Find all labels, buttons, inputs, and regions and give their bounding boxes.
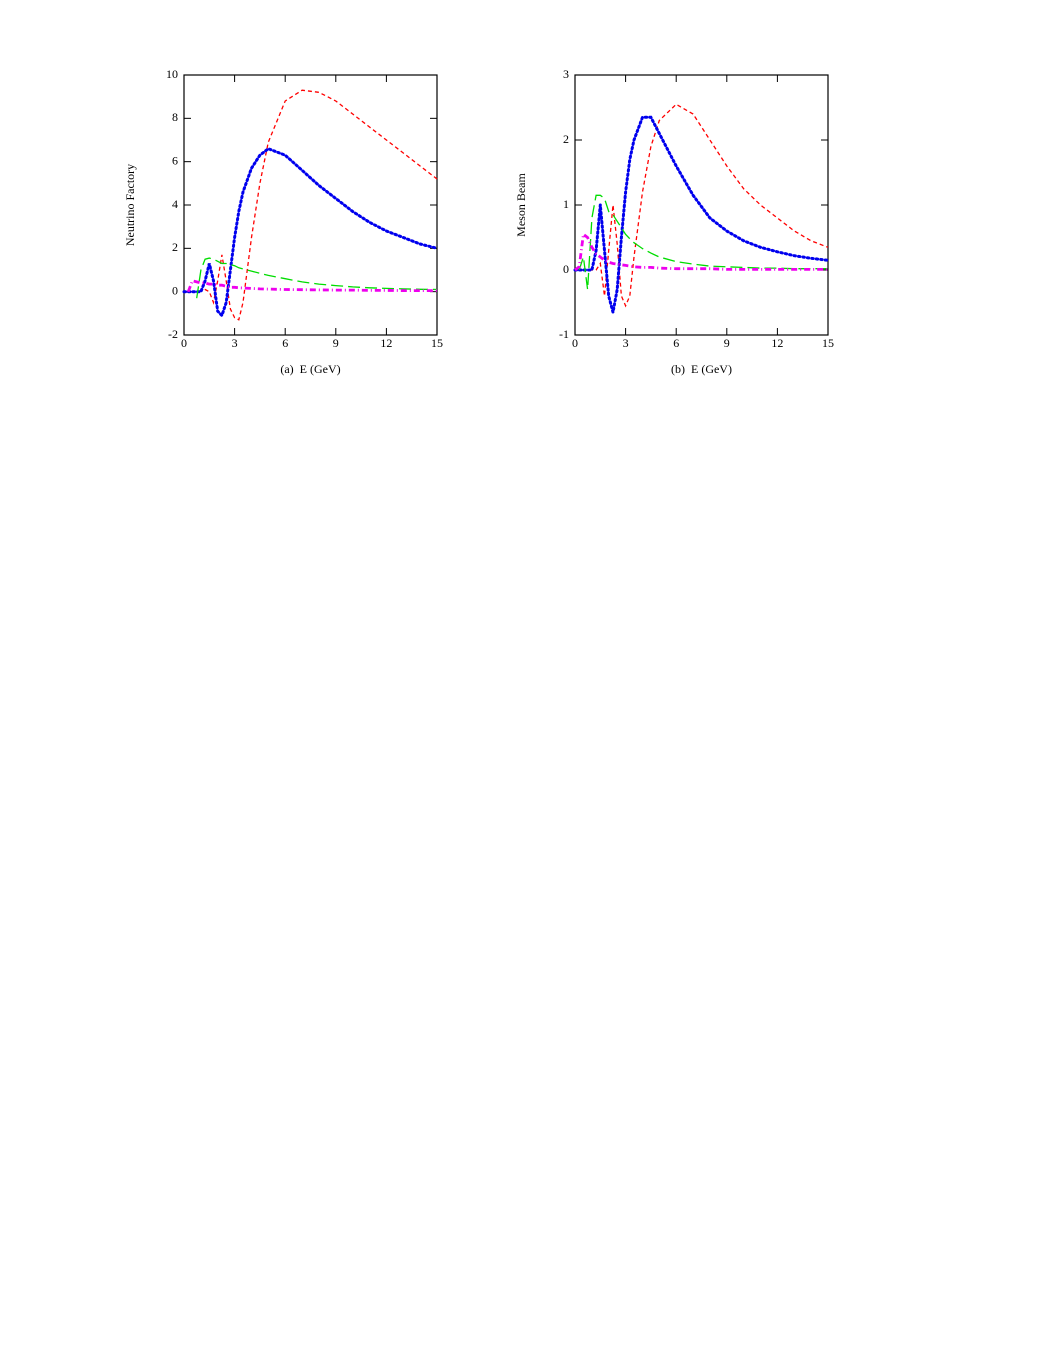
y-tick-label: 10: [166, 67, 178, 81]
y-tick-label: 3: [563, 67, 569, 81]
x-tick-label: 15: [431, 336, 443, 350]
series-line: [574, 231, 828, 272]
series-line: [182, 146, 439, 319]
y-tick-label: 2: [563, 132, 569, 146]
y-axis-label: Neutrino Factory: [123, 164, 137, 246]
y-tick-label: 0: [563, 262, 569, 276]
x-tick-label: 9: [724, 336, 730, 350]
x-tick-label: 0: [572, 336, 578, 350]
y-tick-label: -2: [168, 327, 178, 341]
y-tick-label: 8: [172, 110, 178, 124]
plot-frame: [183, 74, 438, 336]
y-tick-label: 4: [172, 197, 178, 211]
series-line: [196, 257, 438, 299]
x-tick-label: 15: [822, 336, 834, 350]
x-tick-label: 6: [673, 336, 679, 350]
y-tick-label: 2: [172, 240, 178, 254]
series-line: [184, 89, 438, 321]
x-axis-label: (a) E (GeV): [280, 362, 340, 376]
y-tick-label: 6: [172, 153, 178, 167]
y-tick-label: 0: [172, 283, 178, 297]
x-tick-label: 6: [282, 336, 288, 350]
x-tick-label: 3: [232, 336, 238, 350]
series-line: [573, 115, 830, 313]
series-line: [575, 103, 829, 308]
y-tick-label: -1: [559, 327, 569, 341]
x-tick-label: 3: [623, 336, 629, 350]
series-line: [186, 279, 437, 293]
x-axis-label: (b) E (GeV): [671, 362, 732, 376]
y-axis-label: Meson Beam: [514, 173, 528, 237]
x-tick-label: 0: [181, 336, 187, 350]
x-tick-label: 12: [771, 336, 783, 350]
series-line: [578, 194, 828, 290]
y-tick-label: 1: [563, 197, 569, 211]
x-tick-label: 9: [333, 336, 339, 350]
x-tick-label: 12: [380, 336, 392, 350]
